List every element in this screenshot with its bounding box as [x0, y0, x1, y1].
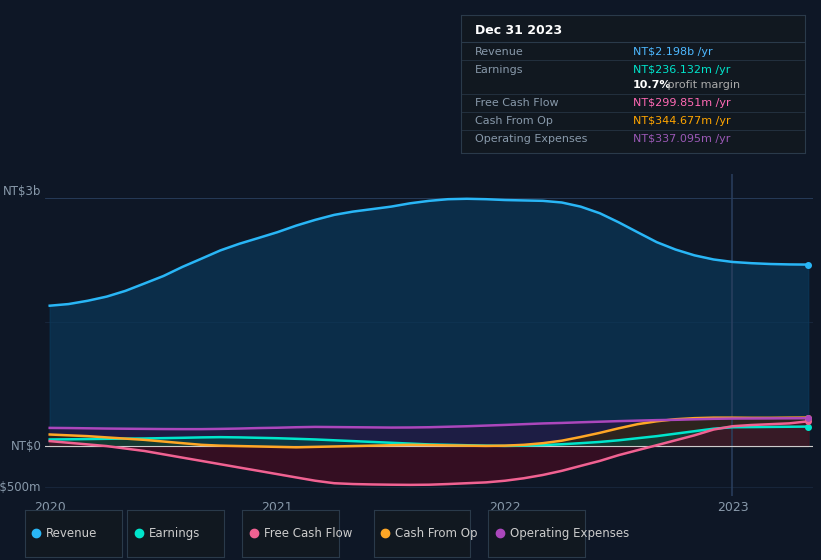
Text: Earnings: Earnings: [475, 64, 524, 74]
Text: NT$344.677m /yr: NT$344.677m /yr: [633, 116, 731, 126]
Text: Revenue: Revenue: [475, 46, 524, 57]
Text: NT$0: NT$0: [11, 440, 41, 452]
Text: profit margin: profit margin: [664, 80, 740, 90]
Text: Cash From Op: Cash From Op: [395, 527, 477, 540]
Text: -NT$500m: -NT$500m: [0, 481, 41, 494]
Text: Revenue: Revenue: [46, 527, 98, 540]
Text: NT$2.198b /yr: NT$2.198b /yr: [633, 46, 713, 57]
Text: Operating Expenses: Operating Expenses: [475, 134, 588, 144]
Text: Cash From Op: Cash From Op: [475, 116, 553, 126]
Text: Earnings: Earnings: [149, 527, 200, 540]
Text: Operating Expenses: Operating Expenses: [510, 527, 629, 540]
Text: NT$299.851m /yr: NT$299.851m /yr: [633, 98, 731, 108]
Text: Dec 31 2023: Dec 31 2023: [475, 24, 562, 38]
Text: NT$3b: NT$3b: [3, 185, 41, 198]
Text: NT$337.095m /yr: NT$337.095m /yr: [633, 134, 731, 144]
Text: Free Cash Flow: Free Cash Flow: [475, 98, 559, 108]
Text: 10.7%: 10.7%: [633, 80, 672, 90]
Text: Free Cash Flow: Free Cash Flow: [264, 527, 352, 540]
Text: NT$236.132m /yr: NT$236.132m /yr: [633, 64, 731, 74]
